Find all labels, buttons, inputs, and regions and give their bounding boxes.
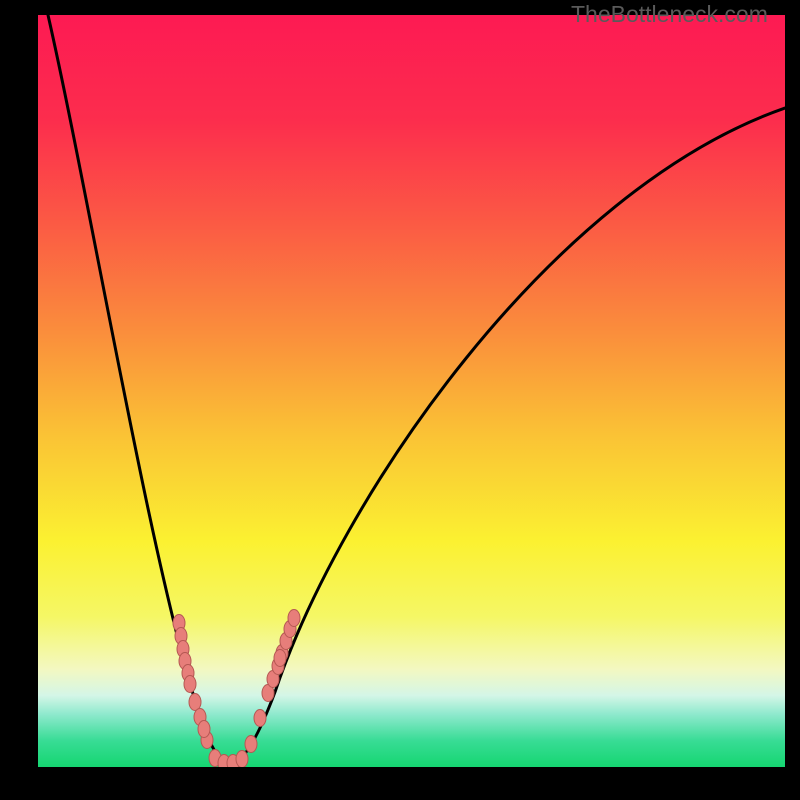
data-marker [184, 676, 196, 693]
data-marker [189, 694, 201, 711]
watermark-text: TheBottleneck.com [571, 1, 768, 28]
data-marker [245, 736, 257, 753]
data-marker [254, 710, 266, 727]
chart-container: TheBottleneck.com [0, 0, 800, 800]
bottleneck-chart [0, 0, 800, 800]
data-marker [274, 650, 286, 667]
data-marker [198, 721, 210, 738]
data-marker [236, 751, 248, 768]
data-marker [288, 610, 300, 627]
gradient-panel [38, 15, 785, 767]
